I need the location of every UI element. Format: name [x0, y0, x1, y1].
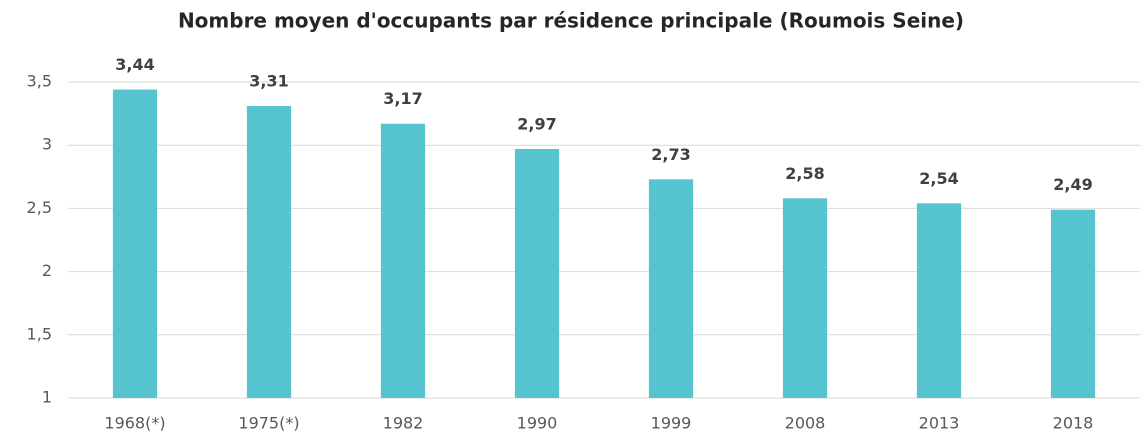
value-label: 3,17	[383, 89, 422, 108]
x-tick-label: 1968(*)	[104, 414, 165, 433]
bar	[648, 179, 694, 398]
y-tick-label: 2	[42, 261, 52, 280]
x-tick-label: 1982	[383, 414, 424, 433]
chart-title: Nombre moyen d'occupants par résidence p…	[178, 9, 964, 33]
x-tick-label: 1975(*)	[238, 414, 299, 433]
x-tick-label: 1990	[517, 414, 558, 433]
value-label: 2,73	[651, 145, 690, 164]
bar	[1050, 209, 1096, 398]
x-tick-label: 2013	[919, 414, 960, 433]
y-tick-label: 1	[42, 388, 52, 407]
x-tick-label: 2018	[1053, 414, 1094, 433]
x-tick-label: 2008	[785, 414, 826, 433]
y-tick-label: 1,5	[27, 324, 52, 343]
value-label: 2,54	[919, 169, 958, 188]
value-label: 2,97	[517, 114, 556, 133]
value-label: 2,49	[1053, 175, 1092, 194]
value-label: 3,31	[249, 72, 288, 91]
y-tick-label: 3	[42, 135, 52, 154]
value-label: 2,58	[785, 164, 824, 183]
bar	[514, 148, 560, 398]
bar	[916, 203, 962, 398]
y-tick-label: 3,5	[27, 72, 52, 91]
bar	[246, 106, 292, 399]
bar	[782, 198, 828, 398]
bar	[380, 123, 426, 398]
bar	[112, 89, 158, 399]
value-label: 3,44	[115, 55, 154, 74]
y-tick-label: 2,5	[27, 198, 52, 217]
x-tick-label: 1999	[651, 414, 692, 433]
